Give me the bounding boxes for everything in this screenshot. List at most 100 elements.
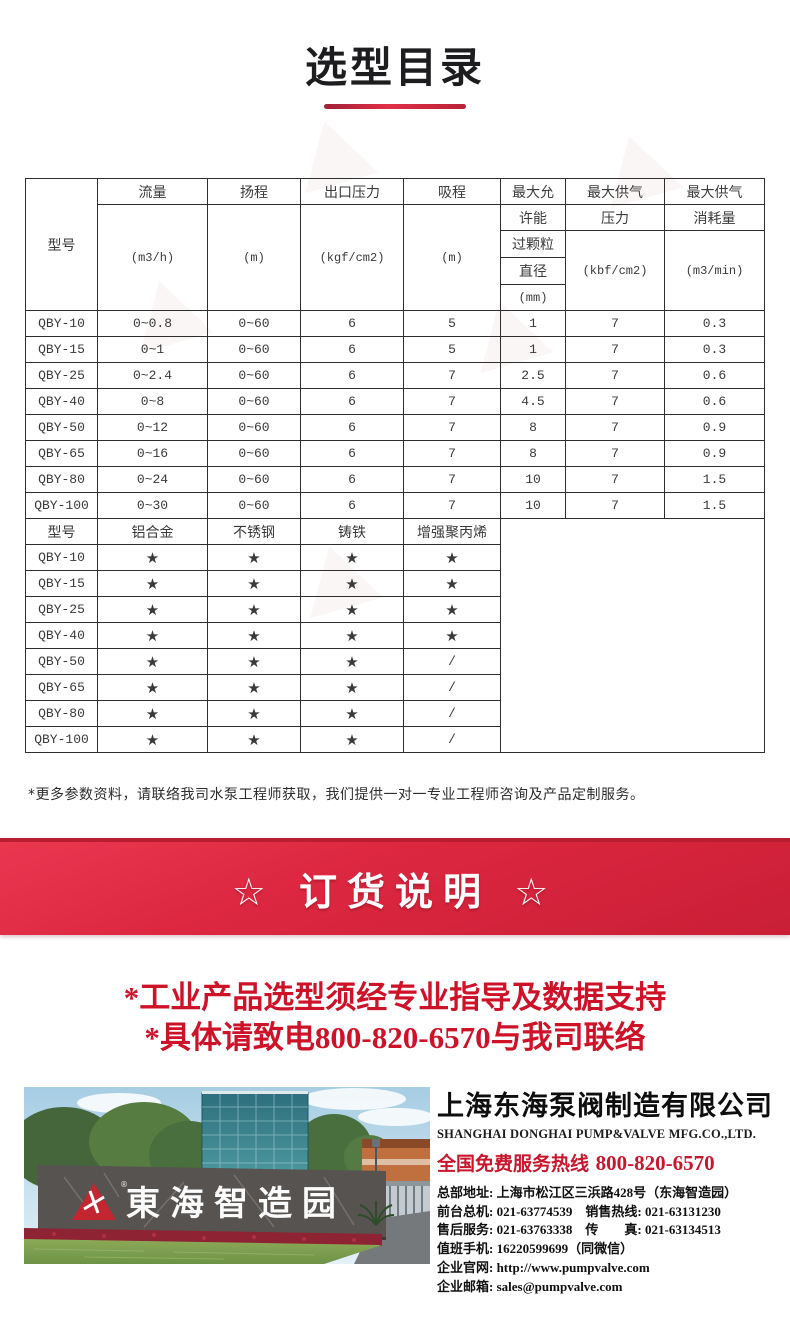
- spec-row: QBY-10 0~0.8 0~60 6 5 1 7 0.3: [25, 310, 765, 337]
- company-info: 上海东海泵阀制造有限公司 SHANGHAI DONGHAI PUMP&VALVE…: [437, 1084, 782, 1296]
- spec-value-cell: 10: [500, 492, 566, 519]
- unit-air-pressure: (kbf/cm2): [565, 230, 665, 311]
- material-header-cell: 铝合金: [97, 518, 208, 545]
- spec-value-cell: 2.5: [500, 362, 566, 389]
- contact-line: 前台总机: 021-63774539 销售热线: 021-63131230: [437, 1203, 721, 1219]
- donghai-logo: ®: [72, 1180, 128, 1220]
- spec-value-cell: 0~60: [207, 310, 301, 337]
- hotline-number: 800-820-6570: [595, 1151, 715, 1175]
- material-model-cell: QBY-50: [25, 648, 98, 675]
- contact-line: 企业官网: http://www.pumpvalve.com: [437, 1259, 650, 1275]
- material-availability-cell: /: [403, 648, 501, 675]
- empty-merged-cell: [500, 518, 765, 753]
- spec-value-cell: 8: [500, 440, 566, 467]
- spec-row: QBY-80 0~24 0~60 6 7 10 7 1.5: [25, 466, 765, 493]
- material-model-cell: QBY-40: [25, 622, 98, 649]
- unit-flow: (m3/h): [97, 204, 208, 311]
- contact-line: 企业邮箱: sales@pumpvalve.com: [437, 1278, 623, 1294]
- header-air-consumption-1: 最大供气: [664, 178, 765, 205]
- material-availability-cell: ★: [403, 622, 501, 649]
- spec-value-cell: 7: [403, 466, 501, 493]
- material-row: QBY-80 ★ ★ ★ /: [25, 700, 765, 727]
- spec-model-cell: QBY-65: [25, 440, 98, 467]
- footnote: *更多参数资料，请联络我司水泵工程师获取，我们提供一对一专业工程师咨询及产品定制…: [28, 787, 645, 803]
- spec-value-cell: 6: [300, 414, 404, 441]
- spec-row: QBY-100 0~30 0~60 6 7 10 7 1.5: [25, 492, 765, 519]
- contact-lines: 总部地址: 上海市松江区三浜路428号（东海智造园） 前台总机: 021-6377…: [437, 1184, 782, 1296]
- header-suction: 吸程: [403, 178, 501, 205]
- header-particle-2: 许能: [500, 204, 566, 231]
- material-header-cell: 不锈钢: [207, 518, 301, 545]
- material-availability-cell: ★: [97, 726, 208, 753]
- photo-glass-building: [201, 1091, 309, 1180]
- spec-value-cell: 0~60: [207, 440, 301, 467]
- material-availability-cell: /: [403, 726, 501, 753]
- spec-value-cell: 0.9: [664, 414, 765, 441]
- title-divider: [324, 104, 466, 109]
- material-availability-cell: ★: [207, 700, 301, 727]
- material-availability-cell: ★: [300, 648, 404, 675]
- spec-value-cell: 7: [565, 440, 665, 467]
- contact-line: 售后服务: 021-63763338 传 真: 021-63134513: [437, 1222, 721, 1238]
- factory-photo-svg: ® 東海智造园: [9, 1087, 434, 1264]
- material-row: QBY-50 ★ ★ ★ /: [25, 648, 765, 675]
- material-availability-cell: /: [403, 700, 501, 727]
- material-availability-cell: ★: [403, 596, 501, 623]
- material-availability-cell: ★: [300, 700, 404, 727]
- header-model: 型号: [25, 178, 98, 311]
- header-air-pressure-2: 压力: [565, 204, 665, 231]
- material-header-cell: 增强聚丙烯: [403, 518, 501, 545]
- spec-value-cell: 0~60: [207, 492, 301, 519]
- spec-value-cell: 1: [500, 310, 566, 337]
- spec-value-cell: 6: [300, 388, 404, 415]
- spec-value-cell: 7: [403, 362, 501, 389]
- spec-model-cell: QBY-10: [25, 310, 98, 337]
- selection-table-wrap: 型号 流量 扬程 出口压力 吸程 最大允 最大供气 最大供气 (m3/h) (m…: [25, 178, 765, 753]
- material-availability-cell: ★: [207, 622, 301, 649]
- spec-row: QBY-50 0~12 0~60 6 7 8 7 0.9: [25, 414, 765, 441]
- material-model-cell: QBY-80: [25, 700, 98, 727]
- material-availability-cell: ★: [207, 596, 301, 623]
- svg-text:®: ®: [120, 1180, 128, 1189]
- spec-value-cell: 0~60: [207, 466, 301, 493]
- spec-model-cell: QBY-50: [25, 414, 98, 441]
- material-availability-cell: ★: [403, 570, 501, 597]
- material-availability-cell: ★: [97, 544, 208, 571]
- material-availability-cell: ★: [207, 726, 301, 753]
- spec-value-cell: 7: [565, 388, 665, 415]
- photo-lawn-texture: [33, 1248, 315, 1260]
- material-model-cell: QBY-25: [25, 596, 98, 623]
- material-availability-cell: ★: [300, 544, 404, 571]
- spec-value-cell: 0~8: [97, 388, 208, 415]
- spec-value-cell: 0~1: [97, 336, 208, 363]
- spec-model-cell: QBY-15: [25, 336, 98, 363]
- unit-suction: (m): [403, 204, 501, 311]
- material-availability-cell: ★: [300, 674, 404, 701]
- header-air-consumption-2: 消耗量: [664, 204, 765, 231]
- material-model-cell: QBY-15: [25, 570, 98, 597]
- spec-value-cell: 7: [403, 440, 501, 467]
- spec-value-cell: 5: [403, 336, 501, 363]
- order-instructions-banner: ☆ 订货说明 ☆: [0, 838, 790, 935]
- spec-value-cell: 1.5: [664, 466, 765, 493]
- spec-model-cell: QBY-25: [25, 362, 98, 389]
- spec-model-cell: QBY-80: [25, 466, 98, 493]
- material-row: QBY-100 ★ ★ ★ /: [25, 726, 765, 753]
- material-model-cell: QBY-100: [25, 726, 98, 753]
- photo-driveway: [354, 1211, 430, 1264]
- spec-model-cell: QBY-100: [25, 492, 98, 519]
- spec-value-cell: 0~60: [207, 414, 301, 441]
- company-name: 上海东海泵阀制造有限公司: [437, 1091, 773, 1122]
- material-availability-cell: ★: [97, 648, 208, 675]
- spec-value-cell: 7: [403, 388, 501, 415]
- table-header-row: (m3/h) (m) (kgf/cm2) (m) 许能 压力 消耗量: [26, 204, 765, 311]
- spec-value-cell: 0~60: [207, 336, 301, 363]
- table-header-row: 直径: [26, 257, 765, 285]
- material-availability-cell: ★: [207, 570, 301, 597]
- material-header-cell: 型号: [25, 518, 98, 545]
- header-air-pressure-1: 最大供气: [565, 178, 665, 205]
- header-flow: 流量: [97, 178, 208, 205]
- material-availability-cell: ★: [207, 674, 301, 701]
- spec-row: QBY-40 0~8 0~60 6 7 4.5 7 0.6: [25, 388, 765, 415]
- company-name-en: SHANGHAI DONGHAI PUMP&VALVE MFG.CO.,LTD.: [437, 1127, 757, 1141]
